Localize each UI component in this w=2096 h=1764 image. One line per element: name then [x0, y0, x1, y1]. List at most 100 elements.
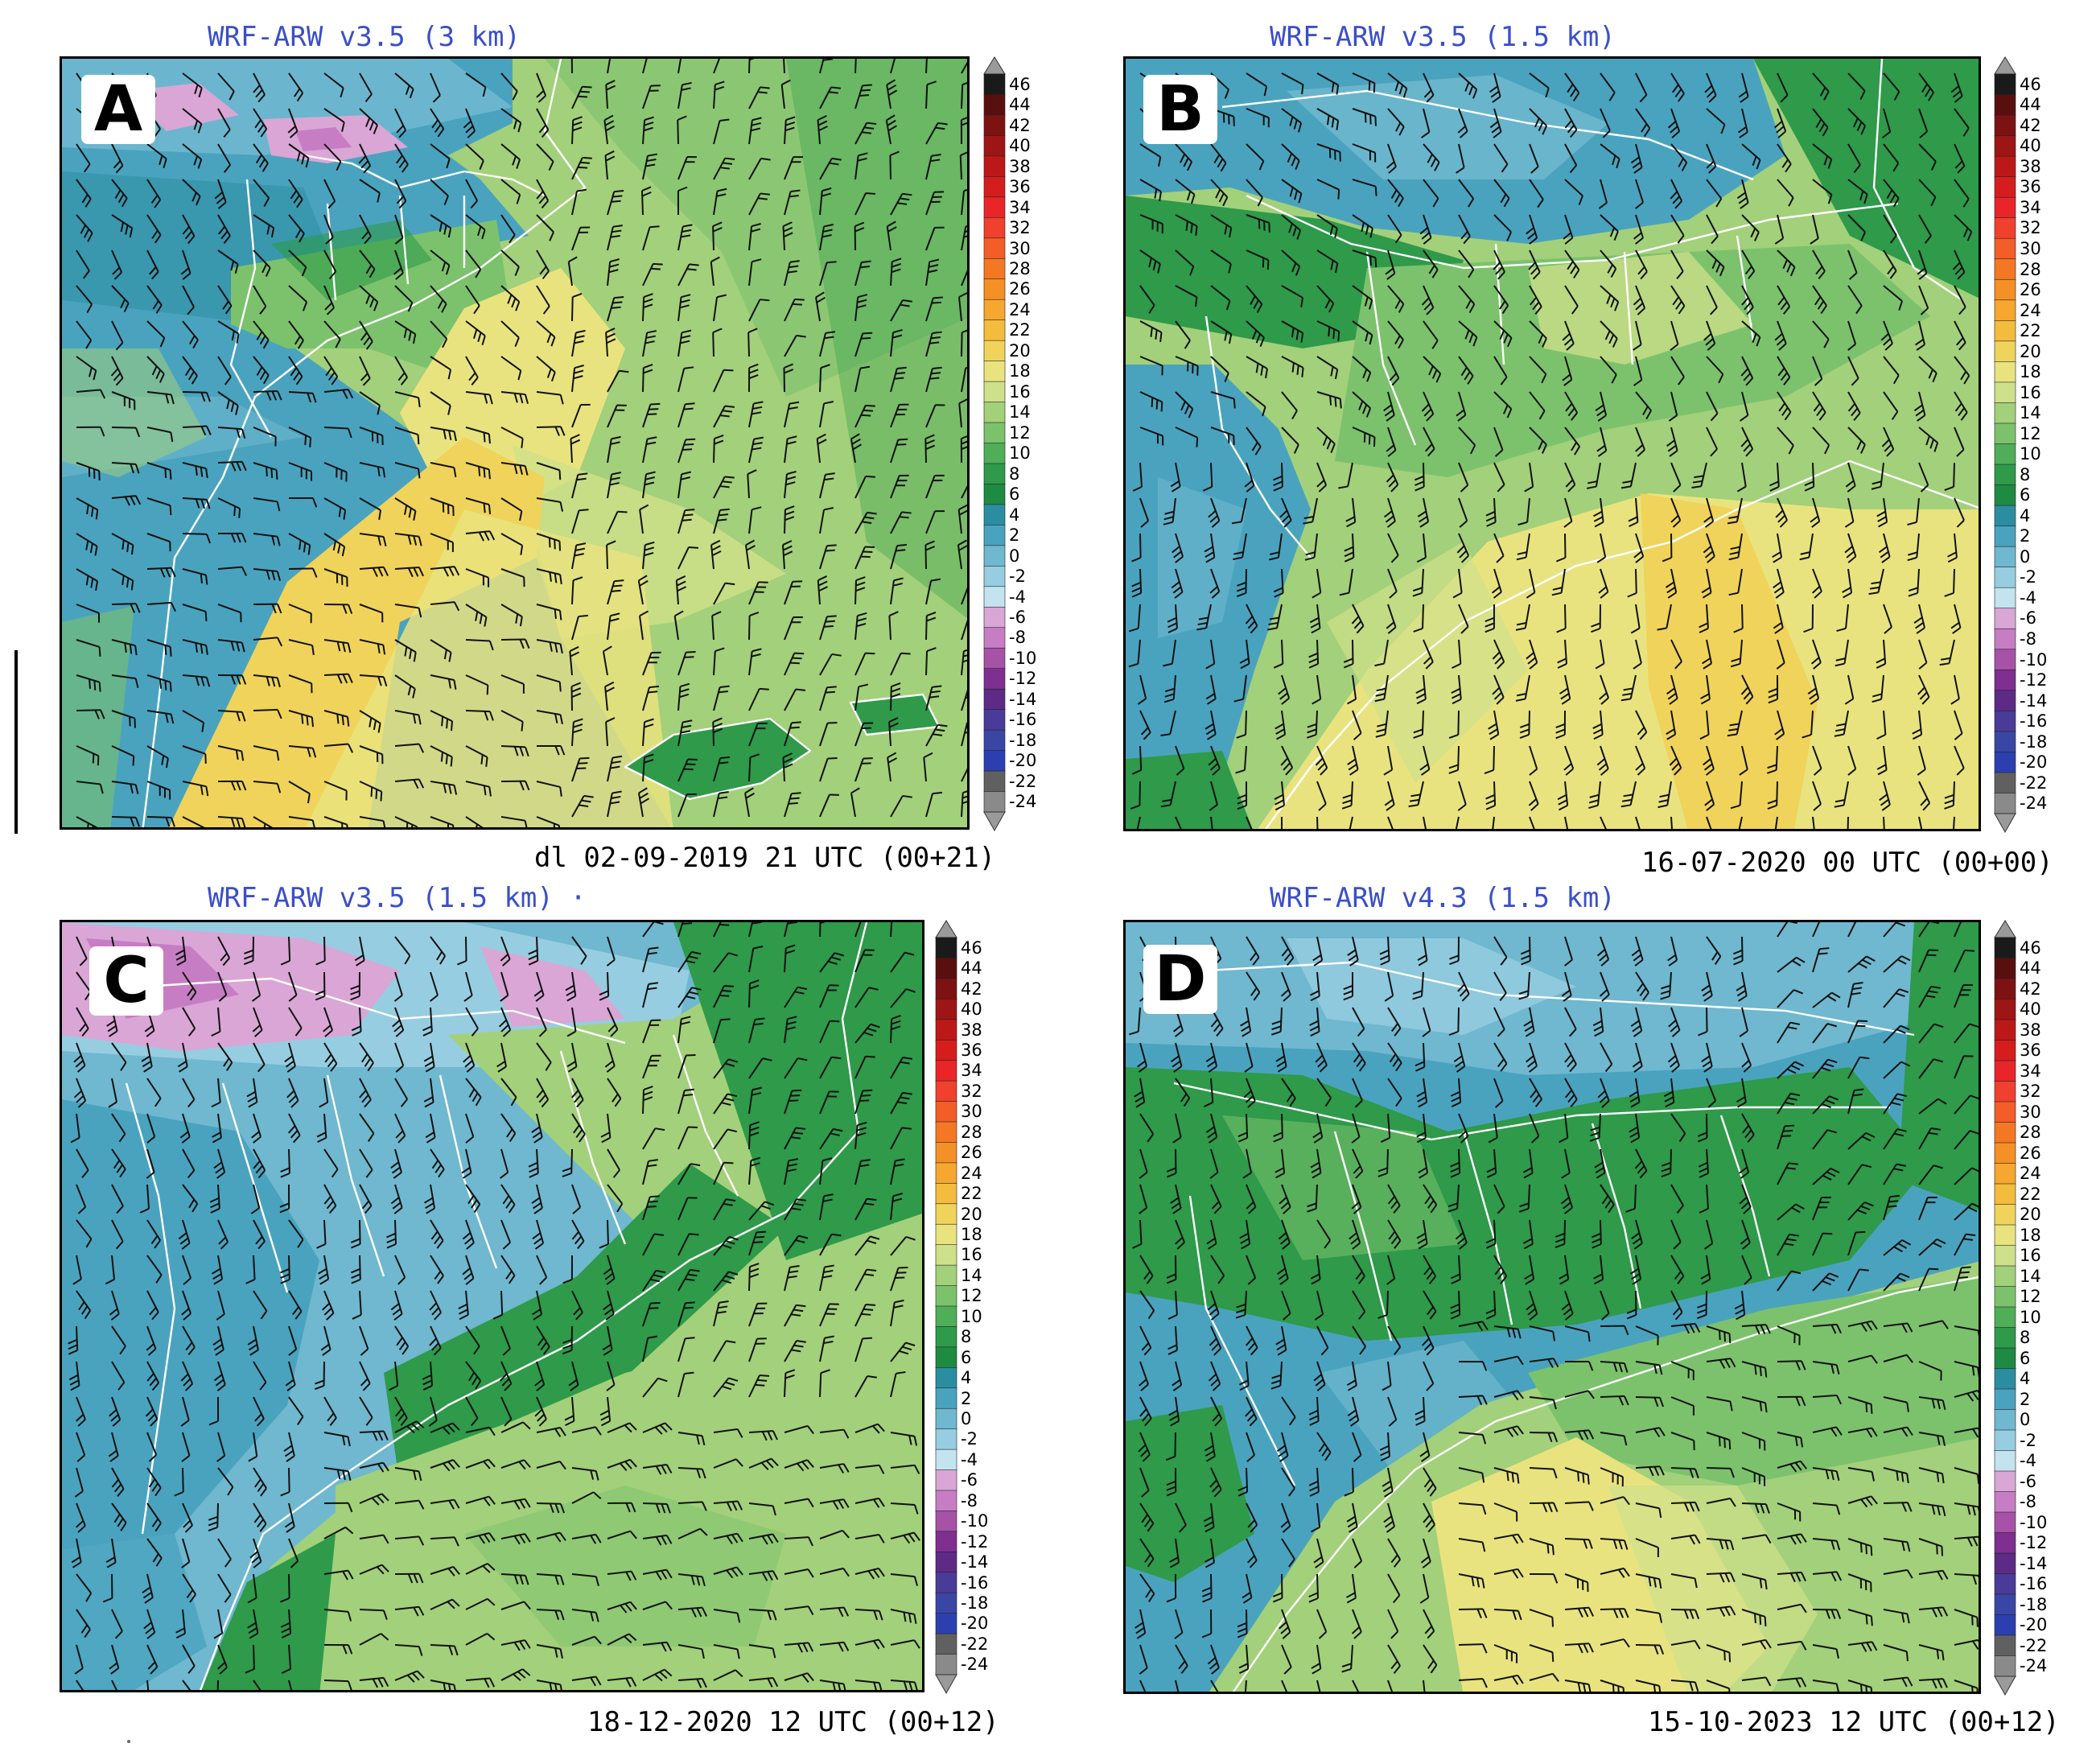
colorbar-tick-label: -20 [1009, 751, 1037, 771]
colorbar-tick-label: 0 [2020, 1410, 2031, 1430]
colorbar-tick-label: 20 [961, 1204, 982, 1224]
panel-letter: A [81, 75, 155, 144]
colorbar-tick-label: -6 [2020, 608, 2036, 629]
colorbar-tick-label: -20 [961, 1614, 989, 1634]
colorbar-tick-label: 16 [1009, 381, 1031, 402]
colorbar-tick-label: 20 [1009, 340, 1031, 361]
field-shading [1126, 922, 1979, 1692]
colorbar-tick-label: -14 [961, 1552, 989, 1572]
colorbar-tick-label: 32 [2020, 1082, 2041, 1102]
colorbar-tick-label: -4 [1009, 587, 1026, 607]
colorbar-tick-label: 22 [1009, 320, 1031, 340]
stray-dot [127, 1740, 130, 1743]
colorbar-tick-label: 44 [1009, 95, 1031, 115]
colorbar-tick-label: 4 [2020, 505, 2031, 525]
colorbar-tick-label: 20 [2020, 1205, 2041, 1225]
panel-letter: C [89, 946, 163, 1016]
colorbar-swatches [983, 56, 1006, 831]
colorbar-tick-label: 8 [2020, 464, 2031, 484]
colorbar-tick-label: 38 [1009, 156, 1031, 176]
colorbar-tick-label: -18 [2020, 1594, 2048, 1614]
panel-caption: 16-07-2020 00 UTC (00+00) [1641, 847, 2053, 879]
colorbar-tick-label: 46 [2020, 74, 2041, 94]
colorbar-tick-label: 22 [2020, 321, 2041, 341]
colorbar-tick-label: 14 [961, 1265, 982, 1285]
colorbar-tick-label: -24 [2020, 1656, 2048, 1676]
colorbar-tick-label: 18 [2020, 1225, 2041, 1245]
colorbar-tick-label: 36 [1009, 177, 1031, 197]
colorbar-tick-label: 14 [2020, 1266, 2041, 1286]
colorbar-tick-label: 34 [2020, 197, 2041, 217]
field-shading [1126, 59, 1979, 829]
colorbar-tick-label: -16 [961, 1572, 989, 1593]
colorbar-tick-label: 30 [1009, 238, 1031, 258]
colorbar-tick-label: 2 [1009, 525, 1020, 546]
colorbar-tick-label: 38 [961, 1020, 982, 1040]
colorbar-tick-label: 36 [961, 1040, 982, 1060]
panel-letter: D [1143, 945, 1217, 1014]
colorbar-tick-label: 2 [2020, 1389, 2031, 1409]
colorbar-tick-label: -20 [2020, 1615, 2048, 1635]
colorbar-tick-label: 34 [1009, 197, 1031, 217]
colorbar-tick-label: -6 [961, 1470, 978, 1490]
wind-barb-icon [1129, 922, 1979, 1692]
colorbar-tick-label: -22 [1009, 771, 1037, 791]
colorbar-tick-label: -4 [2020, 587, 2036, 608]
colorbar-tick-label: -8 [2020, 629, 2036, 649]
colorbar-swatches [1994, 56, 2016, 833]
colorbar-tick-label: 18 [1009, 361, 1031, 381]
colorbar-tick-label: 4 [2020, 1369, 2031, 1389]
colorbar-tick-label: -2 [961, 1429, 978, 1449]
colorbar-tick-label: -24 [1009, 792, 1037, 812]
colorbar-tick-label: 46 [2020, 938, 2041, 958]
boundary-lines [142, 59, 941, 827]
colorbar-tick-label: 26 [2020, 1143, 2041, 1163]
colorbar-tick-label: 18 [2020, 362, 2041, 382]
colorbar-tick-label: 4 [961, 1368, 972, 1388]
colorbar-tick-label: -22 [2020, 773, 2048, 793]
colorbar-tick-label: 6 [961, 1347, 972, 1367]
colorbar-tick-label: 28 [2020, 1123, 2041, 1143]
map-canvas [1126, 922, 1979, 1692]
map-area-d: D [1123, 920, 1981, 1694]
colorbar-tick-label: 10 [2020, 1307, 2041, 1327]
colorbar-tick-label: 26 [2020, 280, 2041, 300]
colorbar-tick-label: 30 [2020, 238, 2041, 258]
map-canvas [62, 922, 922, 1690]
colorbar-tick-label: 38 [2020, 156, 2041, 176]
colorbar-tick-label: 2 [2020, 526, 2031, 546]
colorbar-tick-label: 32 [961, 1081, 982, 1101]
colorbar-tick-label: -18 [2020, 732, 2048, 752]
colorbar-tick-label: 4 [1009, 505, 1020, 525]
colorbar-tick-label: -10 [1009, 648, 1037, 668]
colorbar-tick-label: -14 [1009, 689, 1037, 709]
panel-caption: dl 02-09-2019 21 UTC (00+21) [534, 842, 996, 874]
colorbar-tick-label: 34 [961, 1061, 982, 1081]
colorbar-tick-label: 12 [961, 1286, 982, 1306]
colorbar-tick-label: 32 [2020, 218, 2041, 238]
colorbar-tick-label: 36 [2020, 177, 2041, 197]
colorbar-tick-label: -24 [2020, 793, 2048, 814]
map-area-a: A [60, 56, 970, 830]
panel-title: WRF-ARW v3.5 (1.5 km) [1270, 21, 1616, 53]
colorbar-swatches [1994, 920, 2016, 1696]
colorbar-tick-label: 22 [961, 1184, 982, 1204]
colorbar-tick-label: 2 [961, 1388, 972, 1408]
colorbar-tick-label: 46 [1009, 74, 1031, 94]
colorbar-tick-label: 28 [2020, 259, 2041, 279]
colorbar-tick-label: -8 [1009, 628, 1026, 648]
map-area-b: B [1123, 56, 1981, 831]
colorbar-tick-label: -10 [961, 1511, 989, 1531]
colorbar-tick-label: -12 [2020, 670, 2048, 690]
colorbar-tick-label: 24 [2020, 1164, 2041, 1184]
colorbar-tick-label: 6 [1009, 484, 1020, 505]
colorbar-tick-label: 6 [2020, 485, 2031, 505]
colorbar-tick-label: 24 [2020, 300, 2041, 320]
panel-title: WRF-ARW v3.5 (3 km) [208, 21, 521, 53]
colorbar-tick-label: 38 [2020, 1020, 2041, 1040]
colorbar-tick-label: -16 [2020, 711, 2048, 732]
colorbar-tick-label: 16 [2020, 1246, 2041, 1266]
colorbar-tick-label: 30 [961, 1102, 982, 1122]
colorbar-tick-label: 44 [961, 958, 982, 979]
colorbar-tick-label: -14 [2020, 690, 2048, 711]
